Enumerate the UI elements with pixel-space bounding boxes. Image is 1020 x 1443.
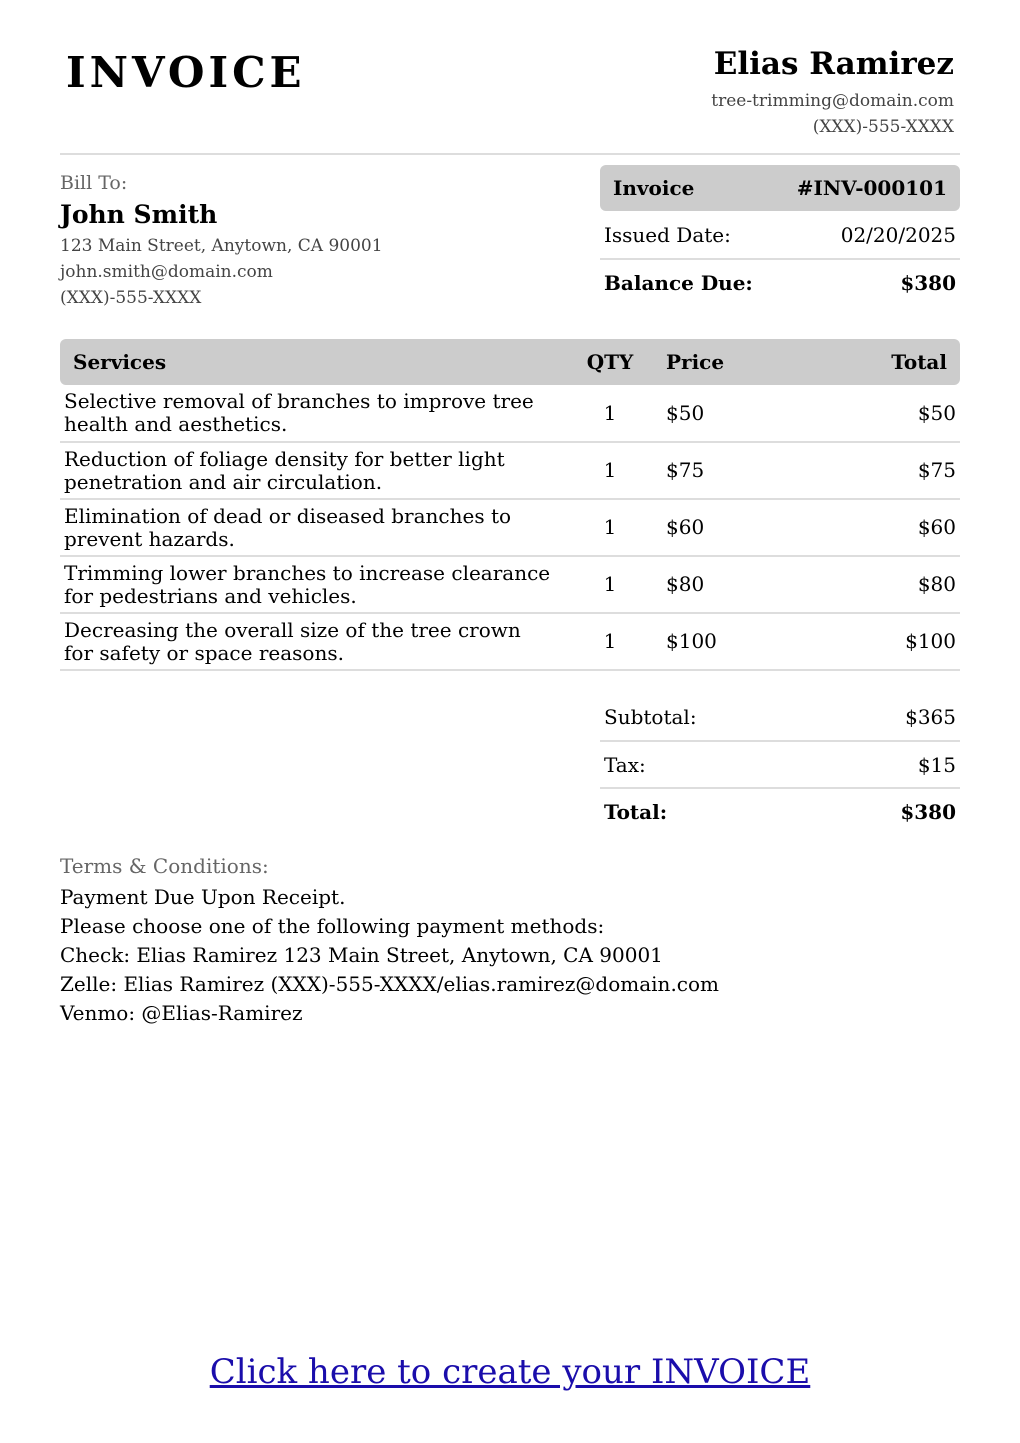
- terms-line: Zelle: Elias Ramirez (XXX)-555-XXXX/elia…: [60, 972, 720, 996]
- service-description: Selective removal of branches to improve…: [60, 385, 560, 443]
- issued-date-label: Issued Date:: [604, 222, 731, 247]
- service-description: Reduction of foliage density for better …: [60, 442, 560, 500]
- total-value: $380: [900, 799, 956, 824]
- sender-name: Elias Ramirez: [713, 46, 954, 82]
- subtotal-value: $365: [905, 704, 956, 729]
- totals: Subtotal: $365 Tax: $15 Total: $380: [600, 693, 960, 834]
- service-price: $60: [660, 499, 760, 557]
- header-services: Services: [60, 339, 560, 385]
- service-total: $60: [760, 499, 960, 557]
- client-email: john.smith@domain.com: [60, 262, 273, 282]
- tax-value: $15: [917, 752, 956, 777]
- tax-label: Tax:: [604, 752, 646, 777]
- service-total: $75: [760, 442, 960, 500]
- service-price: $80: [660, 556, 760, 614]
- table-header: Services QTY Price Total: [60, 339, 960, 385]
- invoice-number-header: Invoice #INV-000101: [600, 165, 960, 211]
- header-qty: QTY: [560, 339, 660, 385]
- service-price: $50: [660, 385, 760, 443]
- subtotal-row: Subtotal: $365: [600, 693, 960, 740]
- total-label: Total:: [604, 799, 668, 824]
- client-phone: (XXX)-555-XXXX: [60, 288, 202, 308]
- service-total: $50: [760, 385, 960, 443]
- service-qty: 1: [560, 613, 660, 671]
- terms-line: Please choose one of the following payme…: [60, 914, 605, 938]
- service-price: $100: [660, 613, 760, 671]
- invoice-title: INVOICE: [66, 48, 306, 97]
- service-description: Decreasing the overall size of the tree …: [60, 613, 560, 671]
- service-description: Trimming lower branches to increase clea…: [60, 556, 560, 614]
- sender-email: tree-trimming@domain.com: [711, 91, 954, 111]
- table-row: Reduction of foliage density for better …: [60, 442, 960, 500]
- table-row: Decreasing the overall size of the tree …: [60, 613, 960, 671]
- table-row: Selective removal of branches to improve…: [60, 385, 960, 443]
- service-qty: 1: [560, 499, 660, 557]
- terms-label: Terms & Conditions:: [60, 854, 269, 878]
- service-qty: 1: [560, 442, 660, 500]
- divider: [60, 153, 960, 155]
- balance-due-label: Balance Due:: [604, 270, 753, 295]
- create-invoice-link[interactable]: Click here to create your INVOICE: [209, 1352, 811, 1392]
- service-price: $75: [660, 442, 760, 500]
- service-total: $80: [760, 556, 960, 614]
- services-table: Services QTY Price Total Selective remov…: [60, 339, 960, 671]
- invoice-meta: Invoice #INV-000101 Issued Date: 02/20/2…: [600, 165, 960, 305]
- header-price: Price: [660, 339, 760, 385]
- balance-due-row: Balance Due: $380: [600, 258, 960, 305]
- total-row: Total: $380: [600, 787, 960, 834]
- service-qty: 1: [560, 385, 660, 443]
- service-description: Elimination of dead or diseased branches…: [60, 499, 560, 557]
- terms-line: Payment Due Upon Receipt.: [60, 885, 346, 909]
- issued-date: 02/20/2025: [840, 222, 956, 247]
- terms-line: Check: Elias Ramirez 123 Main Street, An…: [60, 943, 663, 967]
- invoice-number: #INV-000101: [796, 176, 947, 200]
- subtotal-label: Subtotal:: [604, 704, 697, 729]
- sender-phone: (XXX)-555-XXXX: [812, 117, 954, 137]
- header-total: Total: [760, 339, 960, 385]
- bill-to-label: Bill To:: [60, 172, 128, 194]
- client-address: 123 Main Street, Anytown, CA 90001: [60, 236, 383, 256]
- balance-due: $380: [900, 270, 956, 295]
- invoice-label: Invoice: [613, 176, 695, 200]
- client-name: John Smith: [60, 200, 218, 229]
- terms-line: Venmo: @Elias-Ramirez: [60, 1001, 303, 1025]
- tax-row: Tax: $15: [600, 740, 960, 787]
- service-total: $100: [760, 613, 960, 671]
- table-row: Trimming lower branches to increase clea…: [60, 556, 960, 614]
- issued-date-row: Issued Date: 02/20/2025: [600, 211, 960, 258]
- service-qty: 1: [560, 556, 660, 614]
- table-row: Elimination of dead or diseased branches…: [60, 499, 960, 557]
